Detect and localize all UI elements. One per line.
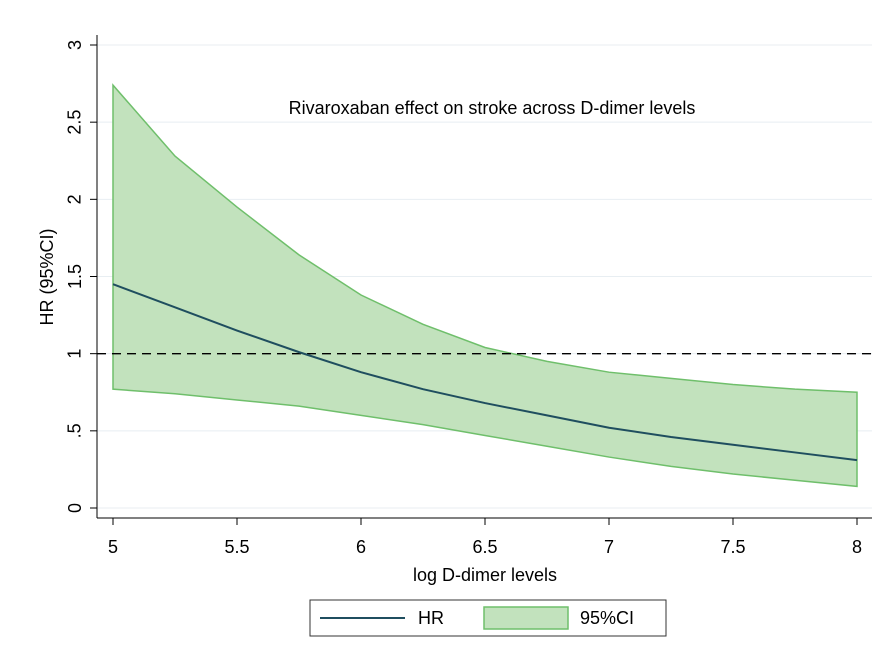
x-tick-label: 6 — [356, 537, 366, 557]
y-tick-label: 3 — [65, 40, 85, 50]
y-tick-label: 1.5 — [65, 264, 85, 289]
x-tick-label: 8 — [852, 537, 862, 557]
x-axis-title: log D-dimer levels — [413, 565, 557, 585]
legend-label: HR — [418, 608, 444, 628]
ci-band — [112, 83, 858, 488]
x-tick-label: 7.5 — [720, 537, 745, 557]
x-tick-label: 5.5 — [224, 537, 249, 557]
legend-label: 95%CI — [580, 608, 634, 628]
y-tick-label: 1 — [65, 349, 85, 359]
legend-swatch — [483, 606, 569, 630]
x-tick-label: 6.5 — [472, 537, 497, 557]
y-tick-label: 2 — [65, 194, 85, 204]
annotation: Rivaroxaban effect on stroke across D-di… — [289, 98, 696, 118]
y-axis-title: HR (95%CI) — [37, 228, 57, 325]
y-tick-label: .5 — [65, 423, 85, 438]
x-tick-label: 7 — [604, 537, 614, 557]
x-tick-label: 5 — [108, 537, 118, 557]
y-tick-label: 0 — [65, 503, 85, 513]
hr-line — [112, 283, 858, 462]
y-tick-label: 2.5 — [65, 110, 85, 135]
